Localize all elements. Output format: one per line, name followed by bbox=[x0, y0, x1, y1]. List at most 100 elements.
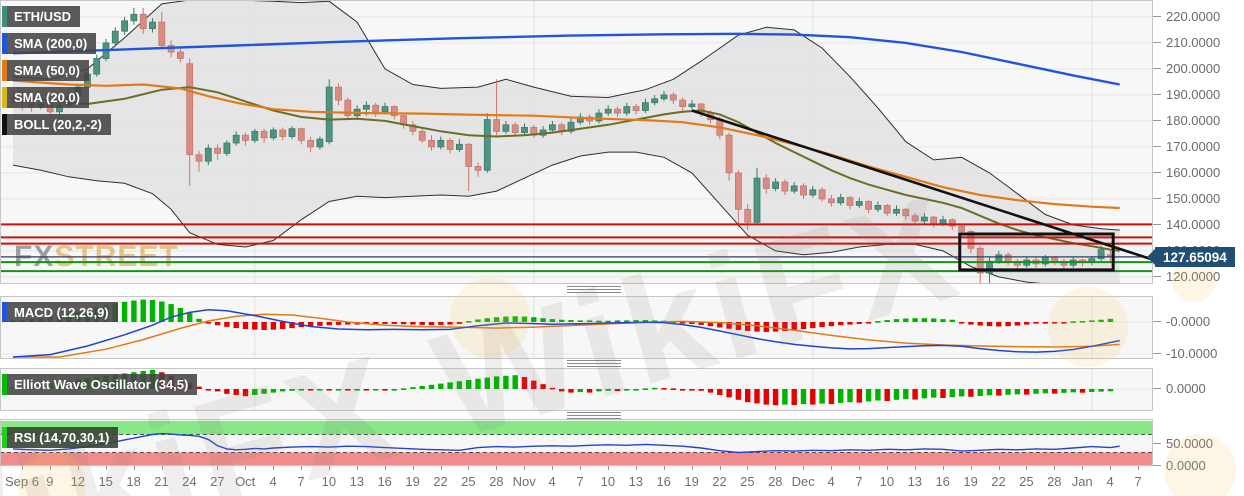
symbol-label: ETH/USD bbox=[14, 9, 72, 24]
time-axis-label: 4 bbox=[827, 474, 835, 489]
axis-tick-label: 140.0000 bbox=[1153, 217, 1220, 232]
time-axis-label: 24 bbox=[182, 474, 197, 489]
time-axis-tick bbox=[496, 466, 498, 470]
legend-rsi[interactable]: RSI (14,70,30,1) bbox=[2, 427, 119, 448]
macd-color-bar bbox=[2, 302, 7, 322]
time-axis-label: Oct bbox=[235, 474, 256, 489]
time-axis-tick bbox=[524, 466, 526, 470]
price-panel: FXSTREET ETH/USD SMA (200,0) SMA (50,0) … bbox=[0, 0, 1244, 284]
panel-divider bbox=[0, 284, 1244, 296]
rsi-chart-canvas[interactable] bbox=[0, 419, 1244, 466]
time-axis-label: 25 bbox=[461, 474, 476, 489]
time-axis-label: Jan bbox=[1071, 474, 1093, 489]
time-axis-tick bbox=[1110, 466, 1112, 470]
sma200-label: SMA (200,0) bbox=[14, 36, 88, 51]
time-axis-tick bbox=[691, 466, 693, 470]
time-axis-tick bbox=[663, 466, 665, 470]
sma20-label: SMA (20,0) bbox=[14, 90, 80, 105]
time-axis-tick bbox=[384, 466, 386, 470]
time-axis-label: 15 bbox=[98, 474, 113, 489]
time-axis-tick bbox=[580, 466, 581, 470]
time-axis-label: 4 bbox=[548, 474, 556, 489]
axis-tick-label: 160.0000 bbox=[1153, 165, 1220, 180]
time-axis-tick bbox=[22, 466, 23, 470]
time-axis-tick bbox=[607, 466, 609, 470]
boll-color-bar bbox=[2, 114, 7, 135]
axis-tick-label: 150.0000 bbox=[1153, 191, 1220, 206]
macd-label: MACD (12,26,9) bbox=[14, 304, 109, 320]
axis-tick-label: 210.0000 bbox=[1153, 35, 1220, 50]
time-axis-label: 7 bbox=[855, 474, 863, 489]
axis-tick-label: 200.0000 bbox=[1153, 61, 1220, 76]
time-axis-tick bbox=[1054, 466, 1056, 470]
time-axis-label: 16 bbox=[935, 474, 950, 489]
time-axis-tick bbox=[719, 466, 721, 470]
price-chart-canvas[interactable]: FXSTREET bbox=[0, 0, 1244, 284]
time-axis-tick bbox=[970, 466, 972, 470]
time-axis-label: Sep 6 bbox=[5, 474, 39, 489]
legend-macd[interactable]: MACD (12,26,9) bbox=[2, 302, 118, 322]
time-axis-tick bbox=[245, 466, 247, 470]
time-axis-label: 16 bbox=[377, 474, 392, 489]
time-axis-label: 10 bbox=[600, 474, 616, 489]
rsi-label: RSI (14,70,30,1) bbox=[14, 430, 110, 445]
ewo-panel: Elliott Wave Oscillator (34,5) 0.0000 bbox=[0, 368, 1244, 411]
symbol-color-bar bbox=[2, 6, 7, 27]
time-axis-label: 19 bbox=[684, 474, 699, 489]
rsi-panel: RSI (14,70,30,1) 50.0000 0.0000 bbox=[0, 419, 1244, 473]
time-axis-label: 7 bbox=[297, 474, 305, 489]
time-axis-tick bbox=[914, 466, 916, 470]
time-axis-tick bbox=[328, 466, 330, 470]
time-axis-label: 7 bbox=[1134, 474, 1142, 489]
time-axis-tick bbox=[356, 466, 358, 470]
sma50-label: SMA (50,0) bbox=[14, 63, 80, 78]
time-axis-tick bbox=[440, 466, 442, 470]
time-axis-label: 13 bbox=[907, 474, 923, 489]
legend-boll[interactable]: BOLL (20,2,-2) bbox=[2, 114, 111, 135]
time-axis-tick bbox=[552, 466, 554, 470]
legend-ewo[interactable]: Elliott Wave Oscillator (34,5) bbox=[2, 374, 198, 395]
time-axis-tick bbox=[412, 466, 414, 470]
time-axis-tick bbox=[161, 466, 163, 470]
axis-tick-label: 170.0000 bbox=[1153, 139, 1220, 154]
legend-sma50[interactable]: SMA (50,0) bbox=[2, 60, 89, 81]
time-axis-label: 28 bbox=[489, 474, 504, 489]
time-axis-label: 13 bbox=[628, 474, 644, 489]
time-axis-label: Dec bbox=[791, 474, 815, 489]
time-axis-label: 4 bbox=[1106, 474, 1114, 489]
time-axis-label: 28 bbox=[1047, 474, 1062, 489]
time-axis-label: 12 bbox=[70, 474, 86, 489]
panel-resize-grip[interactable] bbox=[567, 360, 621, 368]
time-axis-label: 4 bbox=[269, 474, 277, 489]
time-axis-label: 25 bbox=[740, 474, 755, 489]
time-axis-tick bbox=[133, 466, 135, 470]
rsi-axis: 50.0000 0.0000 bbox=[1153, 419, 1244, 473]
sma200-color-bar bbox=[2, 33, 7, 54]
time-axis-label: 25 bbox=[1019, 474, 1034, 489]
time-axis-label: 22 bbox=[991, 474, 1006, 489]
time-axis-tick bbox=[273, 466, 275, 470]
time-axis-label: 7 bbox=[576, 474, 584, 489]
time-axis-tick bbox=[635, 466, 637, 470]
time-axis-tick bbox=[301, 466, 302, 470]
time-axis-tick bbox=[831, 466, 833, 470]
axis-tick-label: 120.0000 bbox=[1153, 269, 1220, 284]
macd-chart-canvas[interactable] bbox=[0, 296, 1244, 359]
ewo-axis: 0.0000 bbox=[1153, 368, 1244, 411]
time-axis-tick bbox=[886, 466, 888, 470]
time-axis-label: 13 bbox=[349, 474, 365, 489]
panel-divider bbox=[0, 359, 1244, 368]
panel-resize-grip[interactable] bbox=[567, 286, 621, 294]
time-axis-tick bbox=[105, 466, 107, 470]
legend-symbol[interactable]: ETH/USD bbox=[2, 6, 81, 27]
legend-sma20[interactable]: SMA (20,0) bbox=[2, 87, 89, 108]
axis-tick-label: 190.0000 bbox=[1153, 87, 1220, 102]
legend-sma200[interactable]: SMA (200,0) bbox=[2, 33, 97, 54]
time-axis-tick bbox=[468, 466, 470, 470]
time-axis-label: 18 bbox=[126, 474, 141, 489]
time-axis-tick bbox=[77, 466, 79, 470]
panel-resize-grip[interactable] bbox=[567, 412, 621, 420]
time-axis-tick bbox=[189, 466, 191, 470]
axis-tick-label: -0.0000 bbox=[1153, 314, 1210, 329]
time-axis-label: 19 bbox=[963, 474, 978, 489]
